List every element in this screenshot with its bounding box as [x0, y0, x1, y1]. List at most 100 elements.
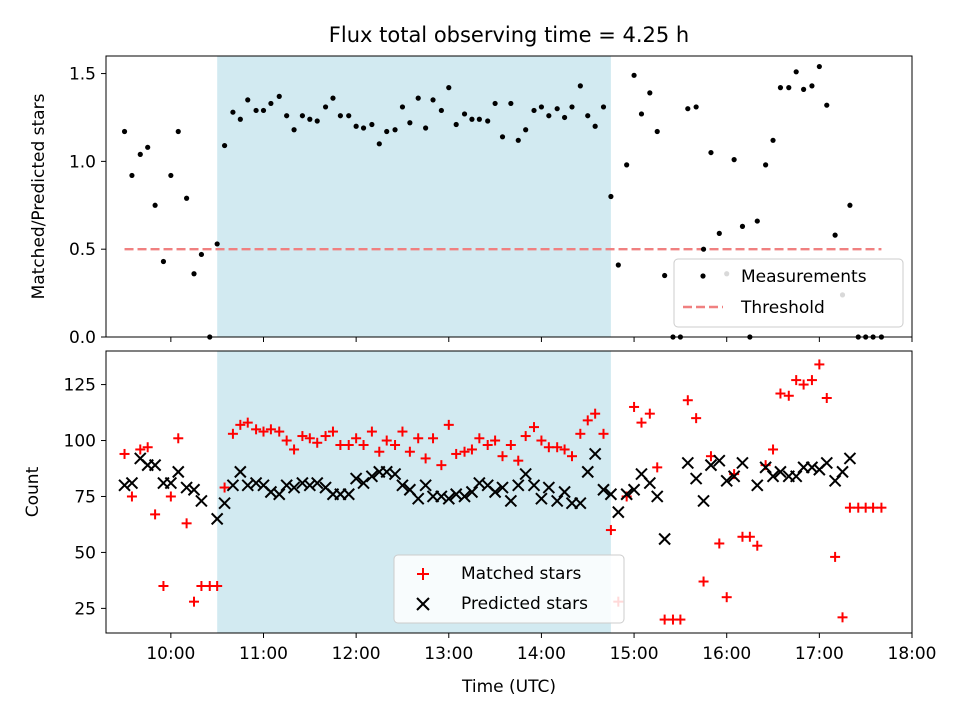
matched-stars-point	[536, 435, 547, 446]
matched-stars-point	[381, 435, 392, 446]
measurement-point	[492, 100, 498, 107]
predicted-stars-point	[766, 470, 780, 483]
predicted-stars-point	[249, 476, 263, 490]
measurement-point	[175, 128, 181, 135]
predicted-stars-point	[342, 488, 355, 501]
measurement-point	[561, 114, 568, 121]
measurement-point	[276, 93, 282, 99]
measurement-point	[654, 128, 660, 135]
measurement-point	[415, 95, 421, 101]
predicted-stars-point	[588, 447, 602, 461]
measurement-point	[770, 137, 776, 143]
legend-matched-marker	[417, 568, 429, 580]
matched-stars-point	[265, 424, 276, 435]
predicted-stars-point	[627, 483, 641, 496]
matched-stars-point	[335, 440, 346, 450]
predicted-stars-point	[496, 481, 509, 494]
matched-stars-point	[312, 437, 323, 448]
measurement-point	[638, 111, 645, 117]
measurement-point	[763, 162, 769, 168]
predicted-stars-point	[125, 476, 139, 490]
predicted-stars-point	[720, 474, 733, 488]
y-tick-label: 75	[74, 487, 96, 507]
matched-stars-point	[636, 417, 647, 428]
matched-stars-point	[366, 426, 377, 437]
measurement-point	[716, 230, 722, 236]
x-tick-label: 10:00	[146, 644, 195, 664]
legend-measurements-label: Measurements	[741, 267, 867, 287]
count-legend-box	[393, 554, 625, 624]
matched-stars-point	[775, 388, 786, 399]
measurement-point	[624, 162, 630, 168]
matched-stars-point	[466, 444, 477, 455]
matched-stars-point	[258, 426, 269, 437]
legend-matched-label: Matched stars	[461, 564, 581, 584]
predicted-stars-point	[195, 494, 208, 508]
matched-stars-point	[652, 462, 663, 473]
predicted-stars-point	[349, 472, 363, 485]
measurement-point	[376, 141, 382, 147]
predicted-stars-point	[713, 454, 726, 467]
predicted-stars-point	[435, 490, 448, 503]
predicted-stars-point	[820, 456, 833, 470]
matched-stars-point	[451, 448, 462, 459]
measurement-point	[307, 116, 313, 122]
matched-stars-point	[543, 442, 554, 453]
matched-stars-point	[297, 431, 308, 442]
measurement-point	[739, 223, 746, 229]
matched-stars-point	[196, 581, 207, 591]
predicted-stars-point	[512, 479, 525, 492]
count-y-ticks: 25 50 75 100 125	[64, 376, 106, 619]
matched-stars-point	[343, 440, 354, 450]
y-tick-label: 0.0	[69, 328, 96, 348]
matched-stars-point	[413, 433, 424, 444]
ratio-panel: 0.0 0.5 1.0 1.5 Matched/Predicted stars Mea…	[29, 55, 913, 348]
matched-stars-point	[242, 417, 253, 428]
measurement-point	[476, 116, 482, 122]
predicted-stars-point	[118, 479, 131, 492]
measurement-point	[121, 128, 128, 135]
y-tick-label: 1.0	[69, 152, 96, 172]
measurement-point	[260, 107, 267, 114]
predicted-stars-point	[558, 485, 571, 499]
measurement-point	[237, 116, 243, 122]
predicted-stars-point	[527, 479, 541, 492]
predicted-stars-point	[303, 479, 317, 492]
predicted-stars-point	[388, 467, 402, 481]
measurement-point	[291, 127, 297, 133]
predicted-stars-point	[620, 488, 633, 501]
matched-stars-point	[868, 502, 879, 513]
measurement-point	[546, 113, 552, 119]
predicted-stars-point	[234, 465, 247, 479]
predicted-stars-point	[311, 476, 324, 490]
matched-stars-point	[644, 408, 655, 419]
count-panel: 10:00 11:00 12:00 13:00 14:00 15:00 16:00 17:00…	[23, 350, 937, 697]
measurement-point	[284, 113, 290, 119]
count-y-axis-label: Count	[23, 466, 43, 517]
matched-stars-point	[768, 444, 779, 455]
predicted-stars-point	[681, 456, 695, 470]
matched-stars-point	[714, 538, 725, 549]
predicted-stars-point	[296, 476, 309, 490]
measurement-point	[423, 125, 429, 131]
measurement-point	[184, 195, 190, 201]
matched-stars-point	[598, 428, 609, 439]
predicted-stars-point	[488, 485, 502, 499]
measurement-point	[469, 116, 475, 122]
predicted-stars-point	[704, 458, 718, 472]
ratio-y-axis-label: Matched/Predicted stars	[29, 93, 49, 299]
measurement-point	[662, 272, 668, 279]
matched-stars-point	[304, 433, 315, 444]
matched-stars-point	[289, 444, 300, 455]
measurement-point	[407, 120, 413, 126]
matched-stars-points	[119, 359, 887, 625]
matched-stars-point	[497, 451, 508, 462]
measurement-point	[832, 232, 838, 238]
matched-stars-point	[844, 502, 855, 513]
observing-window-shade	[217, 56, 611, 337]
predicted-stars-point	[148, 458, 162, 472]
predicted-stars-point	[465, 485, 479, 499]
measurement-point	[847, 202, 853, 208]
predicted-stars-point	[210, 512, 224, 526]
y-tick-label: 125	[64, 376, 96, 396]
